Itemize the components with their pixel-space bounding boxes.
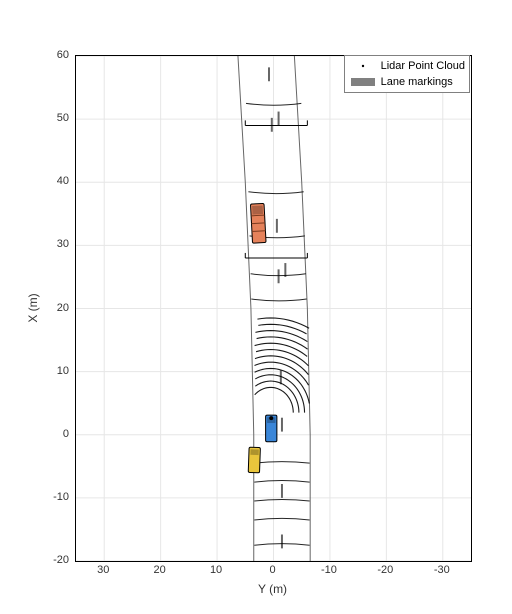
y-tick: 10 xyxy=(57,365,69,377)
legend-item: Lane markings xyxy=(349,74,465,90)
y-tick: 0 xyxy=(63,428,69,440)
vehicle-car2 xyxy=(248,447,260,473)
legend-label: Lane markings xyxy=(381,76,453,88)
y-tick: 60 xyxy=(57,49,69,61)
y-tick: 30 xyxy=(57,238,69,250)
x-axis-label: Y (m) xyxy=(258,582,287,596)
plot-canvas xyxy=(76,56,471,561)
figure: 30 20 10 0 -10 -20 -30 -20 -10 0 10 20 30 40 50 60 Y (… xyxy=(0,0,512,614)
x-tick: -30 xyxy=(434,564,450,576)
legend-swatch xyxy=(349,76,377,88)
legend-label: Lidar Point Cloud xyxy=(381,60,465,72)
x-tick: 20 xyxy=(154,564,166,576)
x-tick: -20 xyxy=(377,564,393,576)
legend: Lidar Point Cloud Lane markings xyxy=(344,55,470,93)
vehicle-truck xyxy=(250,203,266,243)
y-tick: -20 xyxy=(53,554,69,566)
x-tick: 0 xyxy=(269,564,275,576)
x-tick: 10 xyxy=(210,564,222,576)
y-tick: 20 xyxy=(57,302,69,314)
legend-item: Lidar Point Cloud xyxy=(349,58,465,74)
x-tick: -10 xyxy=(321,564,337,576)
y-axis-label: X (m) xyxy=(26,293,40,322)
y-tick: 50 xyxy=(57,112,69,124)
plot-axes xyxy=(75,55,472,562)
y-tick: -10 xyxy=(53,491,69,503)
vehicle-ego xyxy=(266,415,277,442)
legend-swatch xyxy=(349,60,377,72)
x-tick: 30 xyxy=(97,564,109,576)
y-tick: 40 xyxy=(57,175,69,187)
